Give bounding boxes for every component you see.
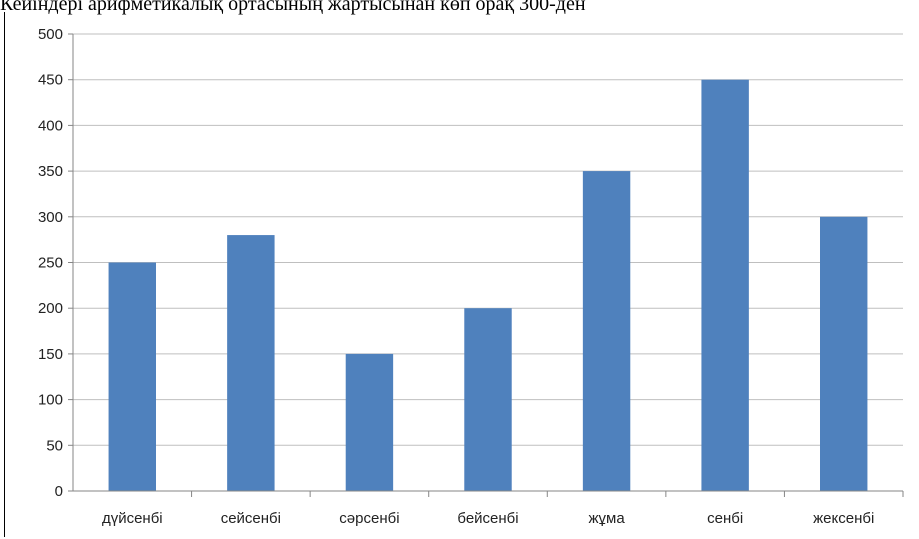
y-tick-label: 300: [38, 209, 63, 226]
bar-1: [108, 262, 156, 491]
x-category-label: дүйсенбі: [102, 510, 163, 527]
y-tick-label: 150: [38, 346, 63, 363]
bar-7: [820, 216, 868, 492]
y-tick-label: 500: [38, 26, 63, 43]
x-category-label: сейсенбі: [221, 510, 281, 527]
x-category-label: сәрсенбі: [339, 510, 399, 527]
y-tick-label: 250: [38, 255, 63, 272]
chart-frame: [4, 12, 916, 537]
y-tick-label: 0: [55, 483, 63, 500]
y-tick-label: 400: [38, 117, 63, 134]
x-category-label: бейсенбі: [457, 510, 518, 527]
bar-2: [227, 235, 275, 491]
labels: 0 50 100 150 200 250 300 350 400 450 500 дүйсенбі се…: [38, 26, 874, 527]
bar-5: [582, 171, 631, 491]
page-heading: Кейіндері арифметикалық ортасының жартыс…: [0, 0, 586, 15]
x-category-label: жексенбі: [813, 510, 874, 527]
axes: [68, 33, 904, 497]
bar-3: [345, 353, 394, 491]
y-tick-label: 100: [38, 392, 63, 409]
bar-4: [464, 308, 512, 491]
y-tick-label: 200: [38, 300, 63, 317]
bar-6: [701, 79, 749, 491]
bars: [108, 79, 868, 492]
x-category-label: сенбі: [707, 510, 743, 527]
y-tick-label: 50: [46, 437, 63, 454]
y-tick-label: 450: [38, 72, 63, 89]
x-category-label: жұма: [588, 510, 625, 527]
y-tick-label: 350: [38, 163, 63, 180]
